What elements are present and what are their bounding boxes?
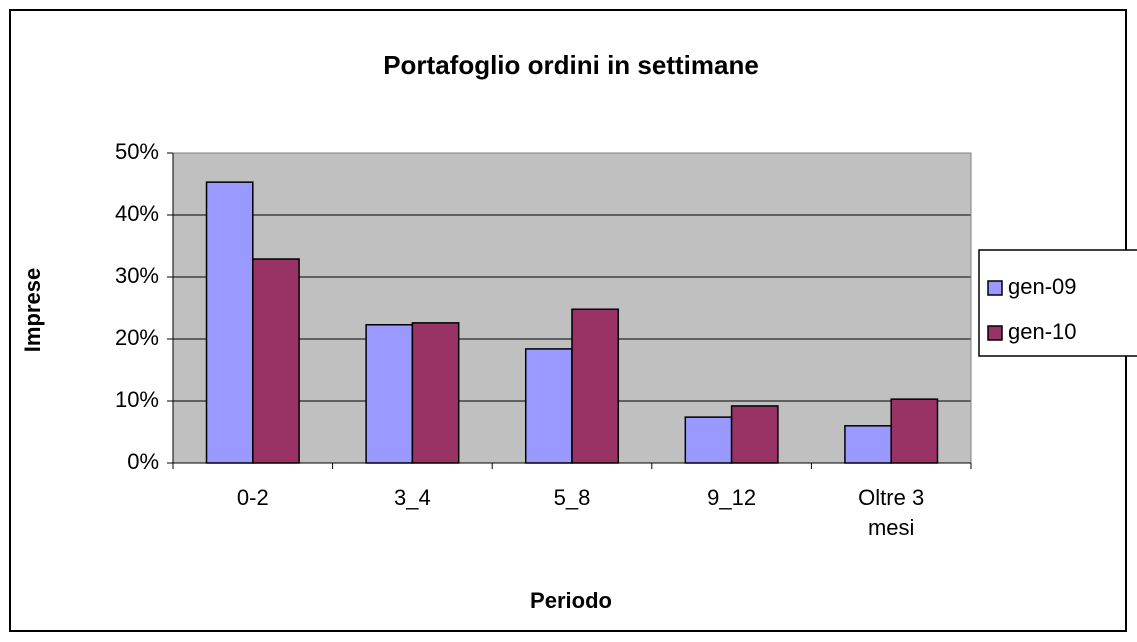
bar — [730, 405, 779, 464]
legend-swatch — [987, 325, 1003, 341]
legend-label: gen-09 — [1008, 274, 1077, 299]
bar — [571, 308, 620, 464]
y-tick-label: 0% — [127, 449, 159, 474]
y-tick-label: 30% — [115, 263, 159, 288]
x-tick-label: 5_8 — [553, 485, 591, 510]
legend-label: gen-10 — [1008, 319, 1077, 344]
bar — [411, 322, 460, 464]
x-tick-label: Oltre 3 mesi — [858, 485, 925, 540]
bar — [844, 425, 892, 464]
bar — [252, 258, 300, 464]
bar — [365, 323, 414, 464]
bar — [890, 398, 939, 464]
y-tick-label: 40% — [115, 201, 159, 226]
bar — [524, 348, 573, 464]
y-tick-label: 50% — [115, 139, 159, 164]
x-tick-label: 0-2 — [236, 485, 269, 510]
legend-box — [978, 249, 1137, 357]
legend-swatch — [987, 280, 1003, 296]
chart-title: Portafoglio ordini in settimane — [383, 50, 759, 80]
x-tick-label: 9_12 — [707, 485, 757, 510]
x-tick-label: 3_4 — [394, 485, 431, 510]
bar — [684, 416, 733, 464]
x-axis-title: Periodo — [530, 588, 612, 613]
bar — [205, 181, 254, 464]
y-tick-label: 10% — [115, 387, 159, 412]
y-axis-title: Imprese — [20, 268, 45, 352]
y-tick-label: 20% — [115, 325, 159, 350]
